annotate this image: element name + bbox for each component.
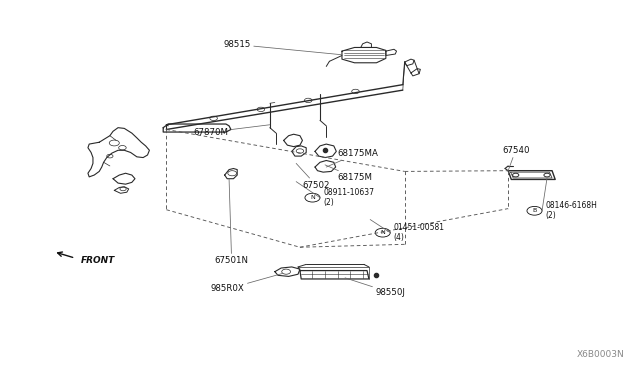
Text: 67502: 67502 [296, 163, 330, 190]
Text: 01451-00581
(4): 01451-00581 (4) [394, 223, 444, 243]
Text: 68175M: 68175M [325, 165, 372, 183]
Text: 98515: 98515 [223, 40, 342, 55]
Text: N: N [380, 230, 385, 235]
Text: 985R0X: 985R0X [211, 273, 282, 293]
Text: N: N [310, 195, 315, 200]
Text: 67870M: 67870M [193, 125, 270, 137]
Text: 98550J: 98550J [345, 278, 405, 297]
Text: X6B0003N: X6B0003N [577, 350, 624, 359]
Text: 67501N: 67501N [214, 179, 248, 265]
Text: 67540: 67540 [502, 146, 529, 171]
Text: 68175MA: 68175MA [326, 149, 378, 167]
Text: 08911-10637
(2): 08911-10637 (2) [323, 188, 374, 207]
Text: B: B [532, 208, 536, 213]
Text: 08146-6168H
(2): 08146-6168H (2) [545, 201, 597, 221]
Text: FRONT: FRONT [81, 256, 115, 265]
